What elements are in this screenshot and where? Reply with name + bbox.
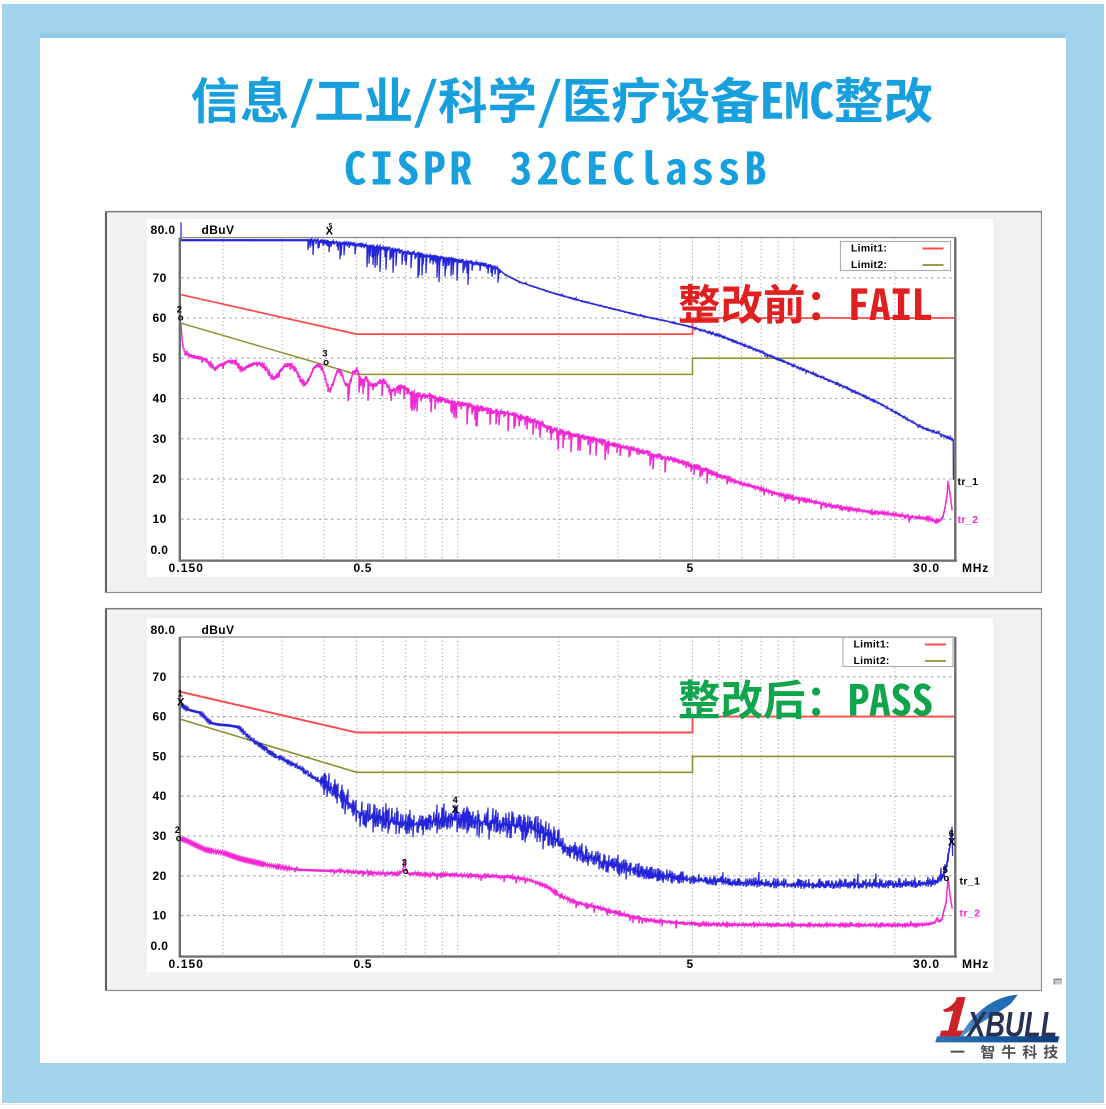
svg-text:X: X	[452, 804, 460, 816]
svg-text:4: 4	[453, 795, 459, 806]
svg-text:20: 20	[153, 472, 167, 486]
svg-text:30: 30	[153, 432, 167, 446]
svg-text:2: 2	[177, 304, 183, 315]
svg-text:Limit1:: Limit1:	[851, 244, 887, 255]
svg-text:3: 3	[402, 858, 408, 869]
svg-text:60: 60	[153, 710, 167, 724]
svg-text:s: s	[328, 222, 332, 229]
svg-text:5: 5	[687, 561, 694, 575]
svg-text:Limit2:: Limit2:	[854, 656, 890, 667]
svg-text:MHz: MHz	[962, 957, 989, 971]
svg-text:0.5: 0.5	[354, 957, 372, 971]
svg-text:dBuV: dBuV	[202, 223, 235, 237]
svg-text:0.0: 0.0	[151, 543, 169, 557]
svg-text:70: 70	[153, 271, 167, 285]
svg-text:o: o	[403, 866, 409, 877]
svg-text:60: 60	[153, 311, 167, 325]
svg-text:10: 10	[153, 512, 167, 526]
svg-text:dBuV: dBuV	[202, 623, 235, 637]
svg-text:X: X	[326, 225, 334, 237]
svg-text:o: o	[323, 357, 329, 368]
svg-text:5: 5	[687, 957, 694, 971]
svg-text:30.0: 30.0	[913, 957, 940, 971]
svg-text:0.150: 0.150	[169, 561, 205, 575]
svg-text:o: o	[944, 873, 950, 884]
svg-text:o: o	[178, 312, 184, 323]
svg-text:0.0: 0.0	[151, 939, 169, 953]
svg-text:40: 40	[153, 392, 167, 406]
svg-text:X: X	[948, 837, 956, 849]
svg-text:tr_1: tr_1	[958, 476, 979, 488]
svg-text:6: 6	[949, 829, 955, 840]
svg-text:MHz: MHz	[962, 561, 989, 575]
svg-text:tr_1: tr_1	[960, 876, 981, 888]
svg-text:10: 10	[153, 909, 167, 923]
svg-text:80.0: 80.0	[151, 623, 176, 637]
svg-text:20: 20	[153, 869, 167, 883]
svg-text:30.0: 30.0	[913, 561, 940, 575]
svg-text:50: 50	[153, 351, 167, 365]
svg-text:40: 40	[153, 789, 167, 803]
svg-text:Limit1:: Limit1:	[854, 640, 890, 651]
svg-text:80.0: 80.0	[151, 223, 176, 237]
svg-text:5: 5	[943, 865, 949, 876]
svg-text:50: 50	[153, 749, 167, 763]
svg-text:tr_2: tr_2	[960, 908, 981, 920]
svg-text:2: 2	[175, 825, 181, 836]
svg-text:0.150: 0.150	[169, 957, 205, 971]
svg-text:o: o	[176, 833, 182, 844]
svg-text:70: 70	[153, 670, 167, 684]
svg-text:0.5: 0.5	[354, 561, 372, 575]
svg-text:1: 1	[178, 689, 184, 700]
svg-text:X: X	[177, 697, 185, 709]
svg-text:tr_2: tr_2	[958, 514, 979, 526]
svg-text:Limit2:: Limit2:	[851, 260, 887, 271]
svg-text:30: 30	[153, 829, 167, 843]
svg-text:3: 3	[322, 349, 328, 360]
